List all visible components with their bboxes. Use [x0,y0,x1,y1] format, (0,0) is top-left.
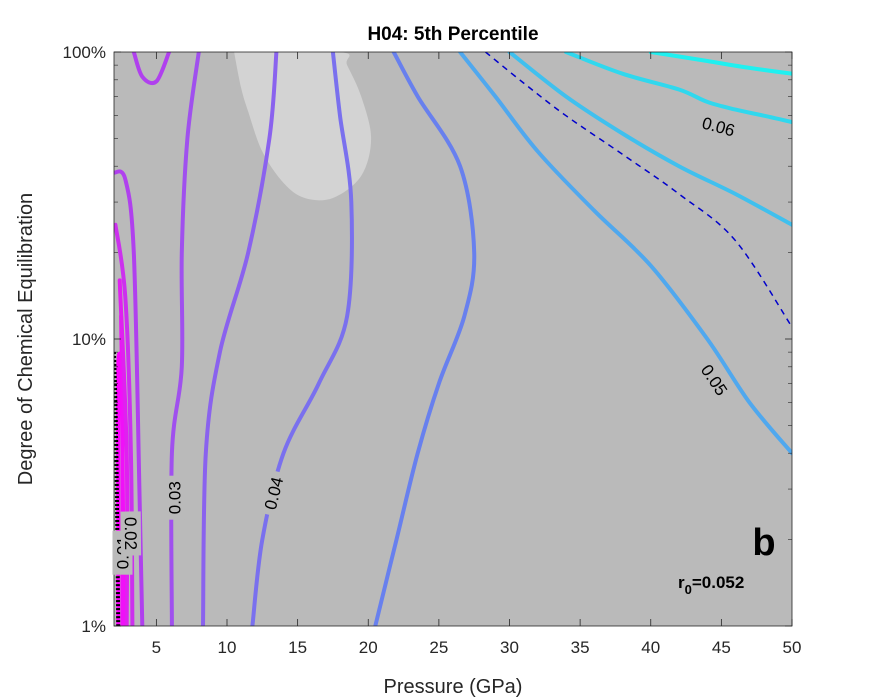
x-tick-label: 30 [500,638,519,657]
chart-title: H04: 5th Percentile [367,24,538,45]
y-tick-label: 100% [63,43,106,62]
contour-line-2 [117,278,130,626]
contour-label-text: 0.03 [166,481,185,514]
contour-line-0.06 [564,52,792,125]
contour-line-0.04 [250,52,354,626]
x-tick-label: 45 [712,638,731,657]
contour-label-0.03: 0.03 [164,475,185,520]
x-tick-label: 5 [152,638,161,657]
y-tick-label: 10% [72,330,106,349]
contour-line-9 [373,52,477,626]
x-tick-label: 50 [783,638,802,657]
dashed-contour-line [485,52,792,328]
panel-letter: b [752,522,775,564]
x-tick-label: 40 [641,638,660,657]
axis-ticks [113,51,793,627]
x-axis-title: Pressure (GPa) [384,676,523,698]
plot-area [114,52,792,626]
y-tick-labels: 1% 10% 100% [63,43,106,636]
contour-labels-layer: 0.010.020.030.040.050.06 [112,111,743,575]
x-tick-label: 35 [571,638,590,657]
contour-line-7 [201,52,279,626]
x-tick-label: 15 [288,638,307,657]
y-axis-title: Degree of Chemical Equilibration [15,193,37,485]
contour-line-0.05 [458,52,792,456]
contour-line-13 [648,52,792,76]
contour-label-0.02: 0.02 [120,511,142,556]
x-tick-labels: 5 10 15 20 25 30 35 40 45 50 [152,638,802,657]
contour-label-text: 0.02 [121,517,140,550]
contour-line-5 [131,52,172,86]
x-tick-label: 25 [429,638,448,657]
x-tick-label: 10 [218,638,237,657]
contour-line-11 [507,52,792,227]
r0-annotation: r0=0.052 [678,573,744,597]
x-tick-label: 20 [359,638,378,657]
y-tick-label: 1% [81,617,106,636]
